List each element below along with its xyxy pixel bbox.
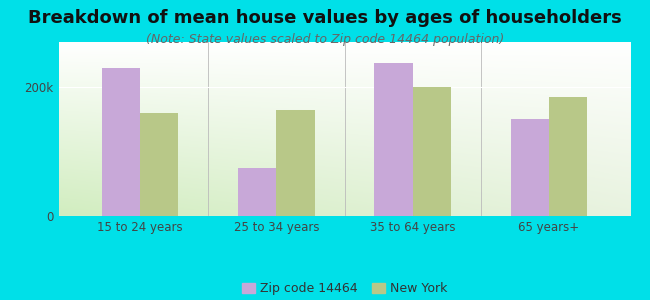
- Bar: [374, 63, 413, 216]
- Text: (Note: State values scaled to Zip code 14464 population): (Note: State values scaled to Zip code 1…: [146, 33, 504, 46]
- Bar: [102, 68, 140, 216]
- Bar: [140, 113, 178, 216]
- Bar: [276, 110, 315, 216]
- Bar: [413, 87, 450, 216]
- Bar: [549, 97, 587, 216]
- Legend: Zip code 14464, New York: Zip code 14464, New York: [237, 277, 452, 300]
- Bar: [511, 119, 549, 216]
- Text: Breakdown of mean house values by ages of householders: Breakdown of mean house values by ages o…: [28, 9, 622, 27]
- Bar: [239, 168, 276, 216]
